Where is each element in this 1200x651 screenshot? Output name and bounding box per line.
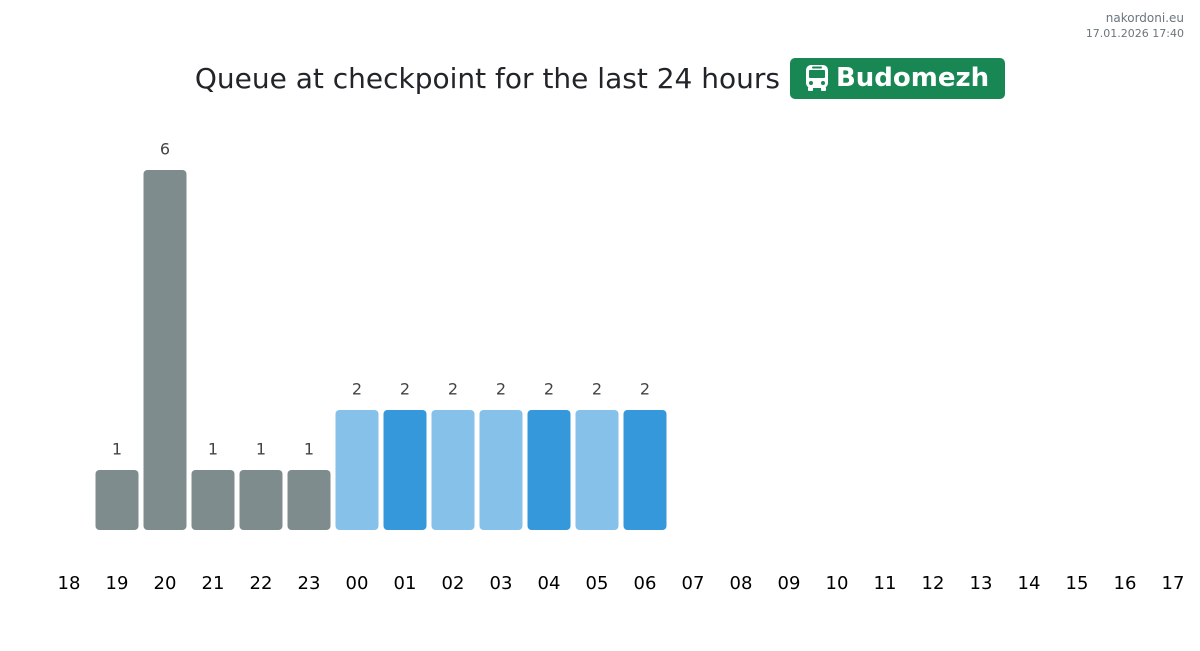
x-tick-label: 03: [490, 573, 513, 594]
bar: [575, 410, 619, 530]
badge: Budomezh: [789, 58, 1006, 99]
x-tick-label: 23: [298, 573, 321, 594]
x-tick-label: 12: [922, 573, 945, 594]
value-label: 1: [208, 440, 218, 459]
bar: [431, 410, 475, 530]
bar: [239, 470, 283, 530]
meta: nakordoni.eu 17.01.2026 17:40: [1086, 10, 1184, 42]
value-label: 2: [592, 380, 602, 399]
x-tick-label: 06: [634, 573, 657, 594]
bar: [383, 410, 427, 530]
x-tick-label: 07: [682, 573, 705, 594]
value-label: 2: [352, 380, 362, 399]
bar: [191, 470, 235, 530]
x-tick-label: 13: [970, 573, 993, 594]
value-label: 1: [256, 440, 266, 459]
bar: [143, 170, 187, 530]
bar: [623, 410, 667, 530]
bar: [95, 470, 139, 530]
bar: [527, 410, 571, 530]
x-tick-label: 14: [1018, 573, 1041, 594]
x-tick-label: 01: [394, 573, 417, 594]
x-tick-label: 17: [1162, 573, 1185, 594]
title-row: Queue at checkpoint for the last 24 hour…: [0, 58, 1200, 99]
value-label: 1: [112, 440, 122, 459]
x-tick-label: 04: [538, 573, 561, 594]
x-tick-label: 02: [442, 573, 465, 594]
x-tick-label: 09: [778, 573, 801, 594]
bar: [287, 470, 331, 530]
x-tick-label: 19: [106, 573, 129, 594]
x-tick-label: 21: [202, 573, 225, 594]
badge-text: Budomezh: [835, 63, 990, 93]
value-label: 2: [496, 380, 506, 399]
bus-icon: [805, 65, 828, 91]
x-tick-label: 22: [250, 573, 273, 594]
chart-title: Queue at checkpoint for the last 24 hour…: [194, 62, 780, 95]
x-tick-label: 08: [730, 573, 753, 594]
timestamp: 17.01.2026 17:40: [1085, 27, 1184, 40]
value-label: 2: [640, 380, 650, 399]
value-label: 2: [544, 380, 554, 399]
bar: [335, 410, 379, 530]
x-tick-label: 10: [826, 573, 849, 594]
value-label: 1: [304, 440, 314, 459]
x-tick-label: 11: [874, 573, 897, 594]
value-label: 2: [400, 380, 410, 399]
x-tick-label: 20: [154, 573, 177, 594]
x-tick-label: 16: [1114, 573, 1137, 594]
x-tick-label: 00: [346, 573, 369, 594]
value-label: 2: [448, 380, 458, 399]
site: nakordoni.eu: [1105, 11, 1184, 25]
value-label: 6: [160, 140, 170, 159]
x-tick-label: 15: [1066, 573, 1089, 594]
x-tick-label: 05: [586, 573, 609, 594]
x-tick-label: 18: [58, 573, 81, 594]
bar: [479, 410, 523, 530]
